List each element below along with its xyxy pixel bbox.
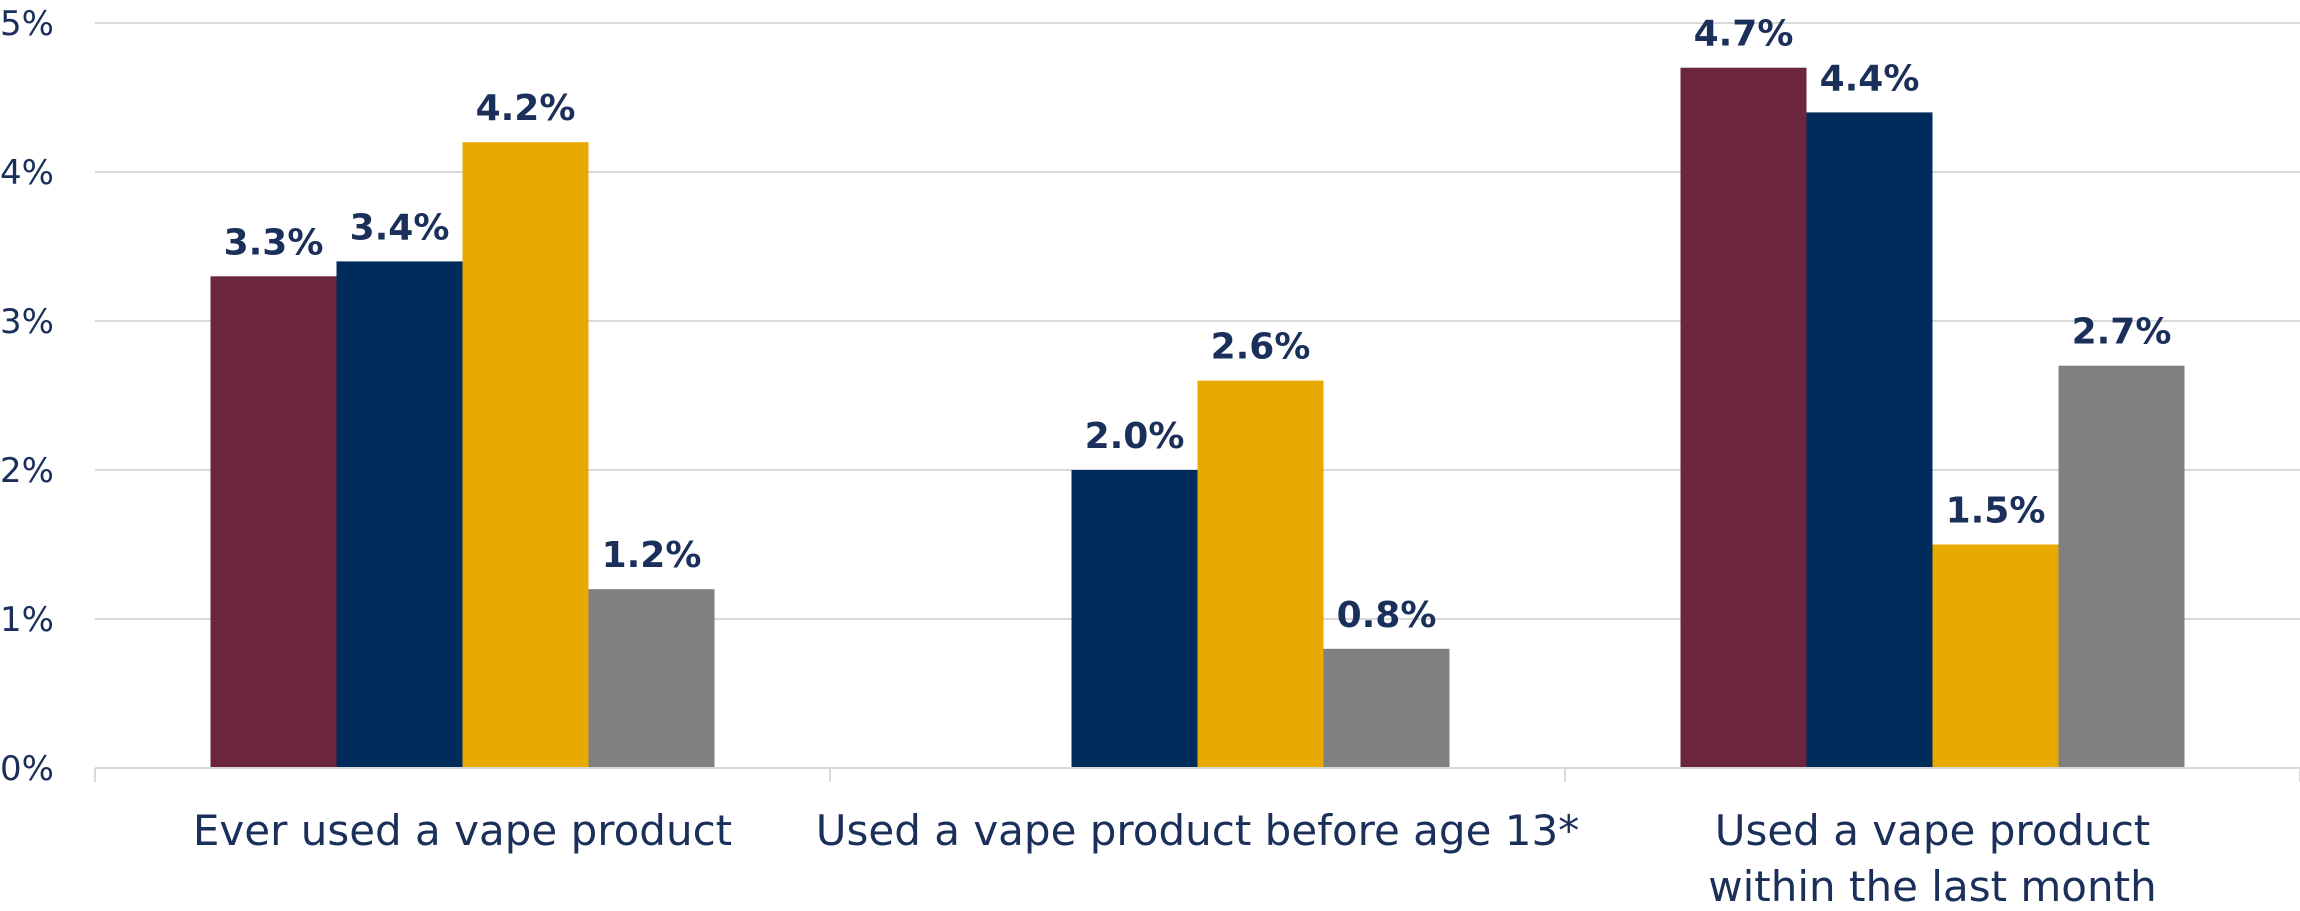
bar xyxy=(1071,470,1198,768)
bar-data-label: 4.2% xyxy=(476,88,576,129)
bar-data-label: 3.3% xyxy=(224,222,324,263)
bar-data-label: 0.8% xyxy=(1337,595,1437,636)
x-axis xyxy=(94,767,2300,782)
bar xyxy=(588,589,715,768)
x-category-label: Used a vape product xyxy=(1715,806,2151,855)
y-tick-label: 4% xyxy=(0,153,54,193)
x-category-label: within the last month xyxy=(1708,862,2156,911)
bar-data-label: 1.2% xyxy=(602,535,702,576)
bar xyxy=(1323,648,1450,768)
bar xyxy=(210,276,337,768)
bar xyxy=(1932,544,2059,768)
data-labels: 3.3% 3.4% 4.2% 1.2% 2.0% 2.6% 0.8% 4.7% 4.4% 1.5%… xyxy=(224,14,2172,636)
bar xyxy=(336,261,463,768)
bar xyxy=(1806,112,1933,768)
y-tick-label: 2% xyxy=(0,451,54,491)
bar-data-label: 4.4% xyxy=(1820,58,1920,99)
y-tick-label: 0% xyxy=(0,749,54,789)
bar-data-label: 2.7% xyxy=(2072,312,2172,353)
bar-data-label: 2.0% xyxy=(1085,416,1185,457)
bars xyxy=(210,67,2185,768)
bar-data-label: 2.6% xyxy=(1211,327,1311,368)
y-axis-ticks: 0% 1% 2% 3% 4% 5% xyxy=(0,4,54,789)
bar xyxy=(462,142,589,768)
x-category-label: Ever used a vape product xyxy=(193,806,732,855)
y-tick-label: 3% xyxy=(0,302,54,342)
y-tick-label: 1% xyxy=(0,600,54,640)
x-category-label: Used a vape product before age 13* xyxy=(816,806,1579,855)
category-labels: Ever used a vape product Used a vape prod… xyxy=(193,806,2157,911)
bar-data-label: 3.4% xyxy=(350,207,450,248)
y-tick-label: 5% xyxy=(0,4,54,44)
bar xyxy=(1197,380,1324,768)
bar xyxy=(1680,67,1807,768)
bar xyxy=(2058,365,2185,768)
bar-data-label: 4.7% xyxy=(1694,14,1794,55)
bar-data-label: 1.5% xyxy=(1946,491,2046,532)
